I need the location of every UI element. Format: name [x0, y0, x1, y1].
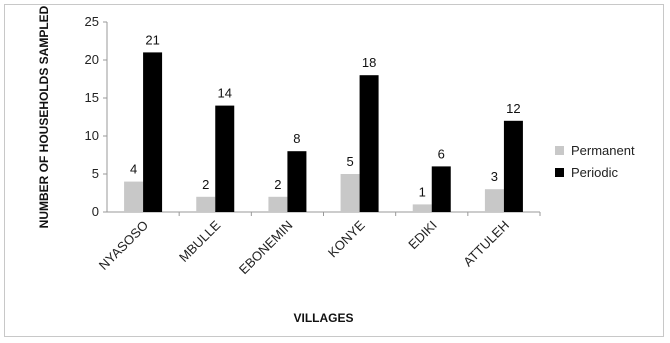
data-label: 6	[438, 146, 445, 161]
legend-swatch-periodic	[555, 168, 564, 177]
data-label: 2	[202, 177, 209, 192]
bar-periodic	[359, 75, 379, 212]
y-tick-label: 20	[85, 52, 99, 67]
bar-periodic	[503, 120, 523, 212]
x-tick-label: ATTULEH	[460, 218, 512, 270]
data-label: 3	[491, 169, 498, 184]
bar-periodic	[143, 52, 163, 213]
chart-frame	[4, 4, 664, 337]
bar-periodic	[215, 105, 235, 212]
y-axis-title: NUMBER OF HOUSEHOLDS SAMPLED	[37, 5, 51, 228]
bar-permanent	[196, 196, 216, 212]
y-tick-label: 10	[85, 128, 99, 143]
y-axis-title-line: NUMBER OF HOUSEHOLDS SAMPLED	[37, 5, 51, 228]
data-label: 2	[274, 177, 281, 192]
data-label: 5	[346, 154, 353, 169]
x-tick-label: NYASOSO	[96, 218, 151, 273]
data-label: 18	[362, 55, 376, 70]
data-label: 1	[419, 184, 426, 199]
y-tick-label: 5	[92, 166, 99, 181]
data-label: 4	[130, 162, 137, 177]
x-axis-title: VILLAGES	[293, 311, 353, 325]
x-tick-label: MBULLE	[176, 217, 224, 265]
bar-periodic	[431, 166, 451, 212]
y-tick-label: 0	[92, 204, 99, 219]
bar-permanent	[268, 196, 288, 212]
legend-label-permanent: Permanent	[571, 143, 635, 158]
bar-permanent	[124, 181, 144, 212]
y-tick-label: 25	[85, 14, 99, 29]
bar-permanent	[412, 204, 432, 212]
legend-swatch-permanent	[555, 146, 564, 155]
data-label: 8	[293, 131, 300, 146]
bar-permanent	[484, 189, 504, 212]
data-label: 21	[145, 32, 159, 47]
data-label: 12	[506, 101, 520, 116]
x-tick-label: KONYE	[325, 217, 368, 260]
x-tick-label: EBONEMIN	[236, 218, 296, 278]
bar-permanent	[340, 174, 360, 212]
x-tick-label: EDIKI	[405, 218, 440, 253]
bar-periodic	[287, 151, 307, 212]
legend-label-periodic: Periodic	[571, 165, 618, 180]
data-label: 14	[218, 86, 232, 101]
y-tick-label: 15	[85, 90, 99, 105]
